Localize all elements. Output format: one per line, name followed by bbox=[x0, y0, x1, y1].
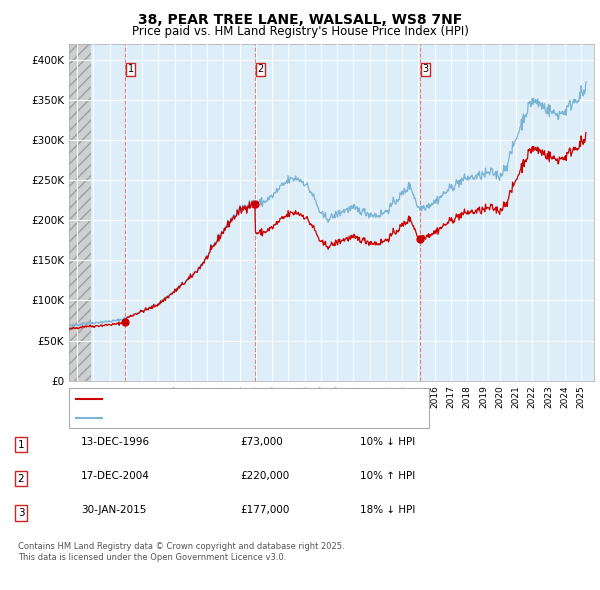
Point bbox=[250, 199, 260, 209]
Text: 10% ↓ HPI: 10% ↓ HPI bbox=[360, 437, 415, 447]
Text: 17-DEC-2004: 17-DEC-2004 bbox=[81, 471, 150, 481]
Text: 30-JAN-2015: 30-JAN-2015 bbox=[81, 505, 146, 515]
Text: 1: 1 bbox=[17, 440, 25, 450]
Text: 18% ↓ HPI: 18% ↓ HPI bbox=[360, 505, 415, 515]
Text: £73,000: £73,000 bbox=[240, 437, 283, 447]
Text: 38, PEAR TREE LANE, WALSALL, WS8 7NF: 38, PEAR TREE LANE, WALSALL, WS8 7NF bbox=[138, 13, 462, 27]
Text: 2: 2 bbox=[258, 64, 264, 74]
Text: 10% ↑ HPI: 10% ↑ HPI bbox=[360, 471, 415, 481]
Text: 38, PEAR TREE LANE, WALSALL, WS8 7NF (detached house): 38, PEAR TREE LANE, WALSALL, WS8 7NF (de… bbox=[106, 394, 398, 404]
Text: 1: 1 bbox=[128, 64, 134, 74]
Text: £220,000: £220,000 bbox=[240, 471, 289, 481]
Text: Price paid vs. HM Land Registry's House Price Index (HPI): Price paid vs. HM Land Registry's House … bbox=[131, 25, 469, 38]
Text: 3: 3 bbox=[17, 508, 25, 518]
Text: 13-DEC-1996: 13-DEC-1996 bbox=[81, 437, 150, 447]
Text: £177,000: £177,000 bbox=[240, 505, 289, 515]
Text: 2: 2 bbox=[17, 474, 25, 484]
Point bbox=[415, 234, 425, 244]
Bar bbox=[69, 44, 91, 381]
Bar bbox=[91, 44, 594, 381]
Text: 3: 3 bbox=[422, 64, 428, 74]
Point bbox=[121, 317, 130, 327]
Text: HPI: Average price, detached house, Walsall: HPI: Average price, detached house, Wals… bbox=[106, 413, 322, 422]
Text: Contains HM Land Registry data © Crown copyright and database right 2025.
This d: Contains HM Land Registry data © Crown c… bbox=[18, 542, 344, 562]
